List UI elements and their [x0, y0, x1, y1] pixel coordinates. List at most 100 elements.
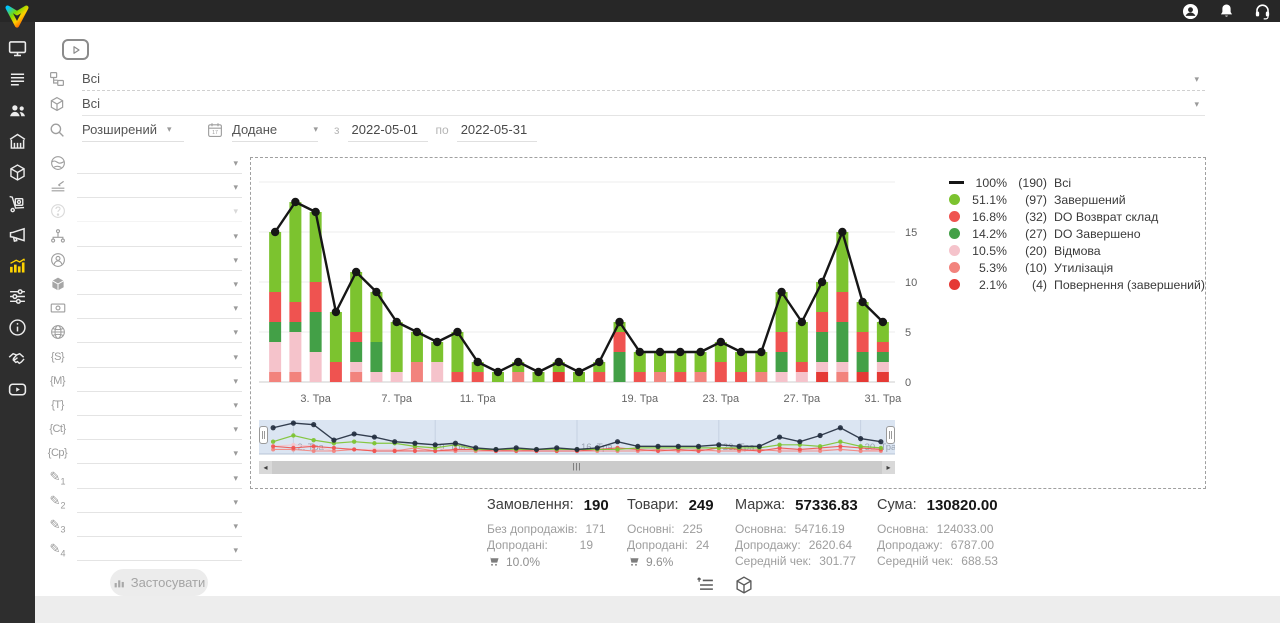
chevron-down-icon: ▾: [1194, 74, 1199, 84]
legend-pct: 51.1%: [972, 192, 1007, 207]
chevron-down-icon: ▾: [233, 230, 238, 241]
product-select[interactable]: Всі ▾: [82, 92, 1205, 116]
search-icon: [48, 121, 66, 139]
search-filter-row: Розширений ▾ 17 Додане ▾ з 2022-05-01 по…: [48, 117, 537, 143]
stat-sub-value: 6787.00: [950, 538, 995, 552]
shelf-level-icon: [48, 178, 67, 197]
list-view-toggle[interactable]: [695, 574, 717, 596]
clients-icon[interactable]: [7, 100, 28, 121]
svg-text:23. Тра: 23. Тра: [702, 393, 740, 405]
analytics-chart-icon[interactable]: [7, 255, 28, 276]
apply-button[interactable]: Застосувати: [110, 569, 208, 596]
filter-row-custom-field-4: ✎4 ▾: [48, 538, 242, 562]
summary-stats: Замовлення: 190 Без допродажів: 171 Допрод…: [487, 497, 998, 569]
navigator-left-handle[interactable]: [259, 426, 268, 444]
utm-term-select[interactable]: ▾: [77, 394, 242, 416]
utm-campaign-select[interactable]: ▾: [77, 442, 242, 465]
notifications-bell-icon[interactable]: [1217, 2, 1236, 21]
globe-solid-select[interactable]: ▾: [77, 152, 242, 175]
scrollbar-grip[interactable]: |||: [572, 462, 582, 471]
chevron-down-icon: ▾: [233, 279, 238, 290]
video-help-button[interactable]: [62, 39, 89, 60]
utm-source-select[interactable]: ▾: [77, 346, 242, 368]
shelf-level-select[interactable]: ▾: [77, 176, 242, 199]
legend-item-2[interactable]: 16.8% (32) DO Возврат склад: [949, 208, 1201, 225]
legend-item-3[interactable]: 14.2% (27) DO Завершено: [949, 225, 1201, 242]
filter-row-utm-medium: {M} ▾: [48, 369, 242, 393]
question-select: ▾: [77, 200, 242, 223]
svg-text:10: 10: [905, 277, 917, 289]
scroll-right-arrow-icon[interactable]: ▸: [882, 461, 895, 474]
chevron-down-icon: ▾: [233, 375, 238, 386]
support-headset-icon[interactable]: [1253, 2, 1272, 21]
search-mode-select[interactable]: Розширений ▾: [82, 118, 184, 142]
navigator-right-handle[interactable]: [886, 426, 895, 444]
date-to-input[interactable]: 2022-05-31: [456, 118, 537, 142]
scroll-left-arrow-icon[interactable]: ◂: [259, 461, 272, 474]
calendar-icon: 17: [206, 121, 224, 139]
custom-field-1-select[interactable]: ▾: [77, 467, 242, 489]
chevron-down-icon: ▾: [233, 158, 238, 169]
legend-item-5[interactable]: 5.3% (10) Утилізація: [949, 259, 1201, 276]
stat-sub-value: 19: [579, 538, 593, 552]
svg-text:2. Тра: 2. Тра: [297, 442, 324, 453]
dashboard-monitor-icon[interactable]: [7, 38, 28, 59]
payment-select[interactable]: ▾: [77, 297, 242, 320]
stat-sub-label: Допродані:: [627, 538, 688, 552]
category-select[interactable]: Всі ▾: [82, 67, 1205, 91]
orders-stacked-chart[interactable]: 0 5 10 15 3. Тра 7. Тра 11. Тра 19. Тра 23. Тра 2…: [259, 164, 959, 412]
stat-sub-value: 688.53: [961, 554, 998, 568]
navigator-scrollbar[interactable]: ◂ ||| ▸: [259, 461, 895, 474]
product-box-icon: [48, 95, 66, 113]
chevron-down-icon: ▾: [313, 124, 318, 134]
partners-handshake-icon[interactable]: [7, 348, 28, 369]
utm-medium-select[interactable]: ▾: [77, 370, 242, 392]
date-field-select[interactable]: Додане ▾: [232, 118, 318, 142]
product-view-toggle[interactable]: [733, 574, 755, 596]
stat-sub-value: 225: [682, 522, 703, 536]
store-icon[interactable]: [7, 131, 28, 152]
chevron-down-icon: ▾: [233, 545, 238, 556]
legend-dot-marker: [949, 245, 965, 256]
app-logo[interactable]: [1, 1, 33, 33]
profile-icon[interactable]: [1181, 2, 1200, 21]
website-select[interactable]: ▾: [77, 321, 242, 344]
stat-sub-label: Середній чек:: [877, 554, 954, 568]
custom-field-3-select[interactable]: ▾: [77, 515, 242, 537]
chevron-down-icon: ▾: [233, 254, 238, 265]
date-from-input[interactable]: 2022-05-01: [347, 118, 428, 142]
stat-sub-value: 171: [585, 522, 606, 536]
hierarchy-select[interactable]: ▾: [77, 225, 242, 247]
manager-select[interactable]: ▾: [77, 249, 242, 271]
marketing-megaphone-icon[interactable]: [7, 224, 28, 245]
custom-field-2-select[interactable]: ▾: [77, 491, 242, 513]
search-mode-value: Розширений: [82, 122, 157, 137]
legend-item-1[interactable]: 51.1% (97) Завершений: [949, 191, 1201, 208]
legend-item-0[interactable]: 100% (190) Всі: [949, 174, 1201, 191]
svg-text:17: 17: [212, 130, 218, 136]
products-box-icon[interactable]: [7, 162, 28, 183]
stat-sub-label: Допродажу:: [735, 538, 801, 552]
chart-navigator[interactable]: 2. Тра 9. Тра 16. Тра 23. Тра 30. Тра: [259, 420, 895, 460]
product-cube-select[interactable]: ▾: [77, 273, 242, 296]
filter-row-utm-term: {T} ▾: [48, 393, 242, 417]
legend-item-6[interactable]: 2.1% (4) Повернення (завершений): [949, 276, 1205, 293]
chevron-down-icon: ▾: [233, 448, 238, 459]
chevron-down-icon: ▾: [233, 472, 238, 483]
orders-list-icon[interactable]: [7, 69, 28, 90]
info-icon[interactable]: [7, 317, 28, 338]
stat-title: Товари:: [627, 497, 679, 513]
legend-item-4[interactable]: 10.5% (20) Відмова: [949, 242, 1201, 259]
globe-solid-icon: [48, 154, 67, 173]
automation-sliders-icon[interactable]: [7, 286, 28, 307]
category-value: Всі: [82, 71, 101, 86]
stat-sub-label: Допродажу:: [877, 538, 943, 552]
chevron-down-icon: ▾: [233, 399, 238, 410]
stat-value: 57336.83: [795, 497, 858, 514]
custom-field-4-select[interactable]: ▾: [77, 539, 242, 562]
video-tutorials-icon[interactable]: [7, 379, 28, 400]
utm-content-select[interactable]: ▾: [77, 418, 242, 441]
purchases-cart-icon[interactable]: [7, 193, 28, 214]
custom-field-3-icon: ✎3: [49, 517, 66, 535]
utm-campaign-icon: {Cp}: [47, 447, 68, 460]
